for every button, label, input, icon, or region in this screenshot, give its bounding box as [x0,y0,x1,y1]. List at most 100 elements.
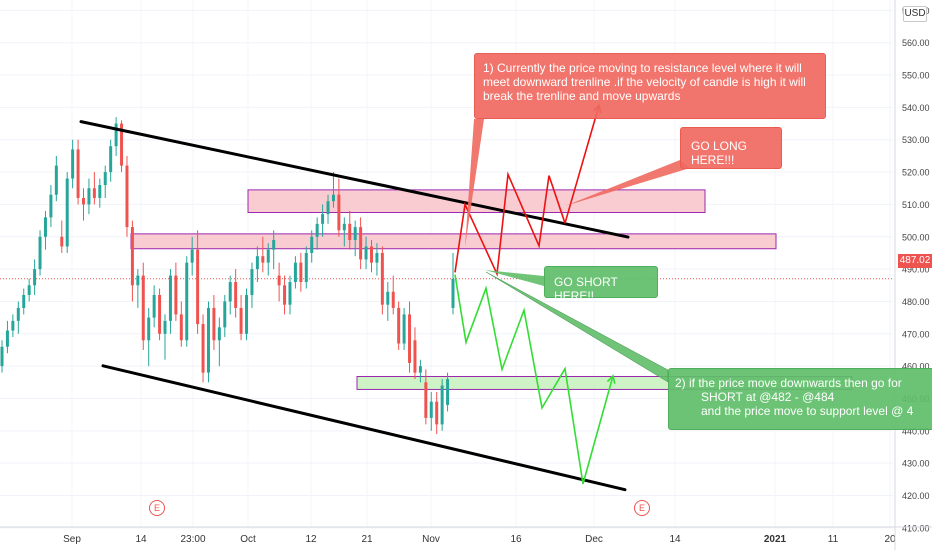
candle-body-36[interactable] [196,249,200,325]
candle-body-1[interactable] [5,330,9,347]
support-trendline[interactable] [101,364,627,492]
candle-body-56[interactable] [304,252,308,283]
candle-body-51[interactable] [277,275,281,286]
candle-body-0[interactable] [0,346,4,367]
currency-label[interactable]: USD [903,6,927,22]
candle-body-37[interactable] [201,324,205,373]
upper-resistance-zone[interactable] [247,189,706,214]
earnings-marker-2[interactable]: E [634,500,650,516]
candle-body-58[interactable] [315,223,319,237]
candle-body-2[interactable] [11,320,15,331]
candle-body-7[interactable] [38,236,42,270]
bearish-projection-path[interactable] [454,274,614,485]
candle-body-11[interactable] [60,236,64,247]
go-short-callout[interactable]: GO SHORT HERE!! [544,266,658,303]
candle-body-47[interactable] [255,256,259,270]
candle-body-23[interactable] [125,165,129,228]
candle-body-10[interactable] [54,165,58,195]
candle-body-53[interactable] [288,282,292,305]
candle-body-81[interactable] [440,385,444,425]
candle-body-31[interactable] [168,275,172,321]
candle-body-68[interactable] [369,246,373,263]
candle-body-74[interactable] [402,314,406,344]
candle-body-40[interactable] [217,327,221,341]
candle-body-71[interactable] [386,291,390,305]
analysis-bearish-callout[interactable]: 2) if the price move downwards then go f… [668,368,932,430]
candle-body-34[interactable] [185,262,189,341]
candle-body-82[interactable] [446,379,450,405]
candle-body-72[interactable] [391,291,395,308]
earnings-marker-1[interactable]: E [149,500,165,516]
candle-body-80[interactable] [435,401,439,425]
candle-body-55[interactable] [299,262,303,283]
candle-body-9[interactable] [49,194,53,218]
resistance-trendline[interactable] [79,120,630,239]
candle-body-17[interactable] [92,188,96,198]
candle-body-46[interactable] [250,269,254,295]
candle-body-41[interactable] [223,301,227,328]
candle-body-38[interactable] [206,307,210,373]
candle-body-64[interactable] [348,223,352,241]
candle-body-54[interactable] [293,262,297,283]
candle-body-43[interactable] [234,282,238,308]
candle-body-27[interactable] [147,317,151,341]
candle-body-24[interactable] [130,227,134,286]
candle-body-65[interactable] [353,227,357,241]
candle-body-78[interactable] [424,382,428,418]
candle-body-25[interactable] [136,275,140,286]
candle-body-32[interactable] [174,275,178,315]
candle-body-62[interactable] [337,194,341,231]
candle-body-73[interactable] [397,307,401,344]
go-long-callout[interactable]: GO LONG HERE!!! [680,127,782,169]
candle-body-21[interactable] [114,123,118,147]
candle-body-4[interactable] [22,294,26,308]
candle-body-13[interactable] [71,149,75,179]
candle-body-67[interactable] [364,246,368,260]
candle-body-5[interactable] [27,285,31,295]
candle-body-39[interactable] [212,307,216,341]
candle-body-22[interactable] [120,123,124,166]
candle-body-28[interactable] [152,294,156,318]
candle-body-30[interactable] [163,320,167,334]
candle-body-19[interactable] [103,172,107,186]
candle-body-12[interactable] [65,178,69,247]
candle-body-66[interactable] [359,227,363,260]
candle-body-33[interactable] [179,314,183,341]
candle-body-6[interactable] [33,269,37,286]
candle-body-15[interactable] [82,197,86,205]
candle-body-35[interactable] [190,249,194,263]
candle-body-77[interactable] [418,366,422,373]
candle-body-48[interactable] [261,256,265,263]
candle-body-57[interactable] [310,236,314,253]
lower-resistance-zone[interactable] [130,233,777,250]
candle-body-79[interactable] [429,401,433,418]
candle-body-16[interactable] [87,188,91,205]
bullish-projection-path[interactable] [454,171,566,277]
candle-body-61[interactable] [331,194,335,202]
candle-body-18[interactable] [98,185,102,198]
candle-body-42[interactable] [228,282,232,302]
candle-body-76[interactable] [413,340,417,373]
candle-body-14[interactable] [76,149,80,198]
candle-body-26[interactable] [141,275,145,341]
candle-body-29[interactable] [158,294,162,334]
x-tick-label-4: 12 [305,534,317,545]
candle-body-60[interactable] [326,201,330,215]
analysis-bullish-callout[interactable]: 1) Currently the price moving to resista… [474,53,826,119]
candle-body-63[interactable] [342,223,346,231]
candle-body-69[interactable] [375,252,379,263]
candle-body-3[interactable] [16,307,20,321]
bullish-projection-arrow[interactable] [564,105,600,224]
candle-body-20[interactable] [109,146,113,173]
candle-body-50[interactable] [272,240,276,250]
candle-body-83[interactable] [451,278,455,308]
candle-body-70[interactable] [380,252,384,305]
candle-body-44[interactable] [239,307,243,334]
candle-body-8[interactable] [43,217,47,237]
candle-body-75[interactable] [408,314,412,363]
candle-body-45[interactable] [245,294,249,334]
candle-body-59[interactable] [321,214,325,224]
candle-body-52[interactable] [283,285,287,305]
candle-body-49[interactable] [266,249,270,263]
